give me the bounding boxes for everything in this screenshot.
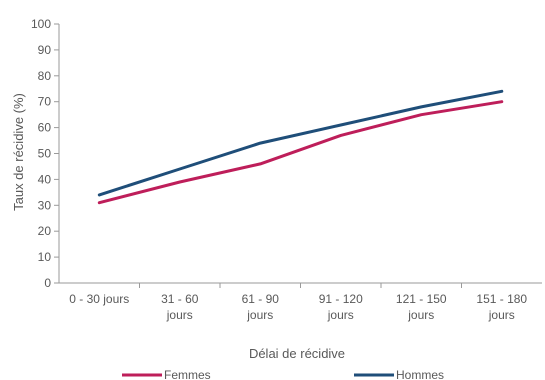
x-tick-label-line: jours xyxy=(166,308,193,322)
axes: 0 10 20 30 40 50 60 70 80 90 100 0 - 30 jours 31 - 6… xyxy=(31,17,542,322)
x-tick-label-line: 121 - 150 xyxy=(396,292,447,306)
x-tick-label: 31 - 60 jours xyxy=(161,292,199,322)
y-axis-title: Taux de récidive (%) xyxy=(11,93,26,211)
x-tick-label: 61 - 90 jours xyxy=(242,292,280,322)
legend-label-femmes: Femmes xyxy=(164,368,211,380)
series-lines xyxy=(97,89,504,205)
y-tick-label: 50 xyxy=(38,147,52,161)
y-tick-label: 20 xyxy=(38,224,52,238)
legend: Femmes Hommes xyxy=(122,368,444,380)
legend-label-hommes: Hommes xyxy=(396,368,444,380)
y-tick-label: 70 xyxy=(38,95,52,109)
x-tick-label-line: jours xyxy=(246,308,273,322)
x-tick-label-line: 31 - 60 xyxy=(161,292,199,306)
x-tick-label-line: 0 - 30 jours xyxy=(69,292,129,306)
x-tick-label-line: 151 - 180 xyxy=(476,292,527,306)
x-tick-label-line: 91 - 120 xyxy=(319,292,363,306)
y-tick-label: 40 xyxy=(38,172,52,186)
x-tick-label-line: jours xyxy=(407,308,434,322)
x-tick-label-line: jours xyxy=(488,308,515,322)
y-tick-label: 100 xyxy=(31,17,51,31)
y-tick-label: 30 xyxy=(38,198,52,212)
x-tick-label-line: 61 - 90 xyxy=(242,292,280,306)
series-line-hommes xyxy=(97,89,504,197)
y-tick-label: 60 xyxy=(38,121,52,135)
x-tick-label: 151 - 180 jours xyxy=(476,292,527,322)
x-tick-label: 0 - 30 jours xyxy=(69,292,129,306)
y-tick-label: 10 xyxy=(38,250,52,264)
y-tick-label: 80 xyxy=(38,69,52,83)
y-tick-label: 90 xyxy=(38,43,52,57)
x-axis-title: Délai de récidive xyxy=(249,346,345,361)
y-tick-label: 0 xyxy=(44,276,51,290)
x-tick-label: 121 - 150 jours xyxy=(396,292,447,322)
x-tick-label-line: jours xyxy=(327,308,354,322)
series-line-femmes xyxy=(97,100,504,205)
x-tick-label: 91 - 120 jours xyxy=(319,292,363,322)
